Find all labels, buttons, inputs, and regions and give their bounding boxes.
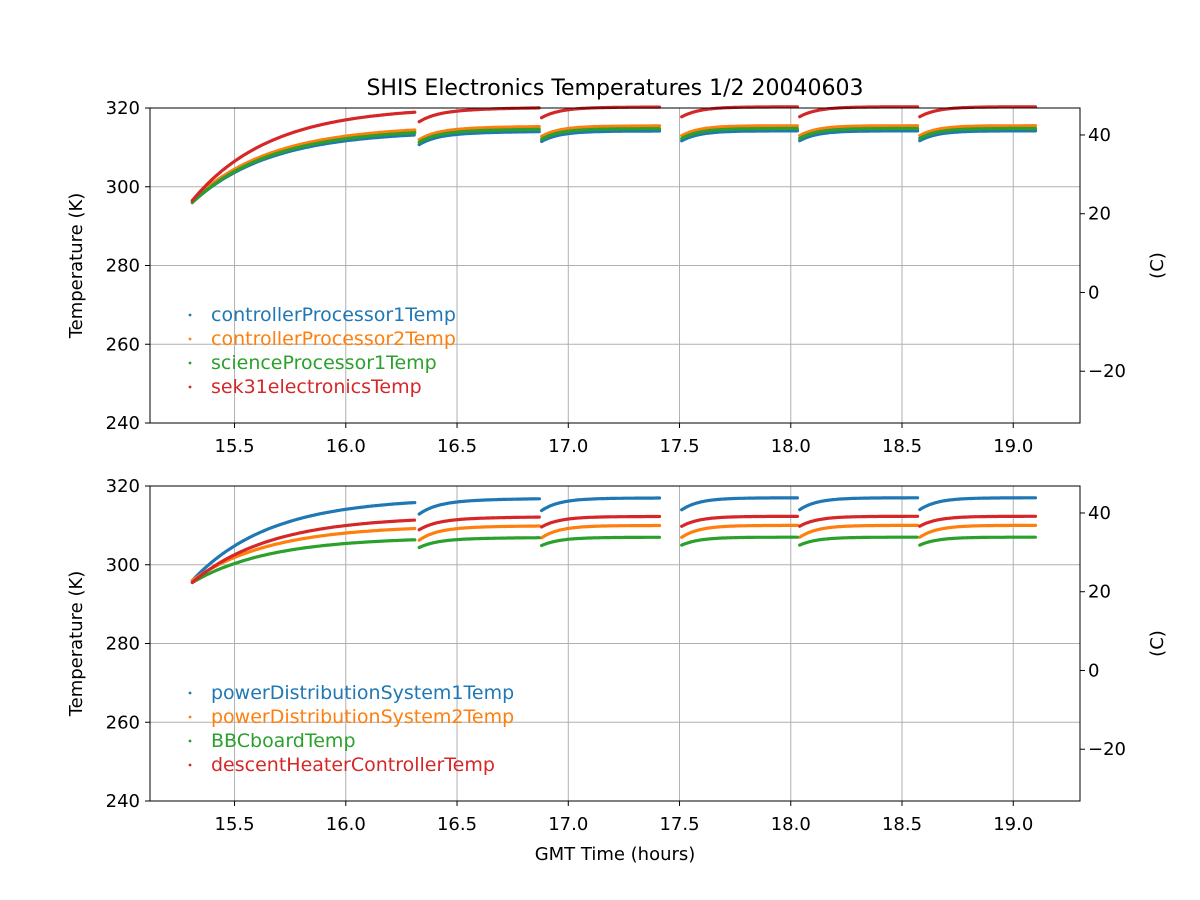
panel-top-legend-marker [188, 313, 192, 317]
panel-bottom-y-tick-label: 240 [106, 791, 140, 812]
panel-bottom-series-3 [190, 514, 1038, 585]
panel-top-right-tick-label: 40 [1088, 125, 1111, 146]
panel-top-series [190, 105, 1038, 205]
panel-top-right-tick-label: 0 [1088, 282, 1099, 303]
panel-top-series-0 [190, 129, 1038, 205]
panel-bottom-right-tick-label: −20 [1088, 739, 1126, 760]
panel-bottom-y-axis-label: Temperature (K) [66, 571, 87, 718]
panel-bottom-x-tick-label: 17.5 [659, 814, 699, 835]
panel-top-y-tick-label: 240 [106, 413, 140, 434]
panel-top-x-tick-label: 18.0 [771, 436, 811, 457]
panel-bottom-right-tick-label: 20 [1088, 582, 1111, 603]
panel-bottom-y-tick-label: 320 [106, 476, 140, 497]
panel-bottom-right-axis-label: (C) [1147, 630, 1168, 657]
panel-top-x-tick-label: 16.5 [437, 436, 477, 457]
panel-bottom-x-tick-label: 16.5 [437, 814, 477, 835]
panel-top-legend: controllerProcessor1TempcontrollerProces… [188, 304, 456, 398]
panel-bottom-legend-entry: powerDistributionSystem2Temp [211, 706, 514, 728]
panel-top-right-tick-label: −20 [1088, 361, 1126, 382]
panel-bottom-x-tick-label: 16.0 [326, 814, 366, 835]
panel-bottom-legend: powerDistributionSystem1TemppowerDistrib… [188, 682, 514, 776]
panel-top-legend-entry: sek31electronicsTemp [211, 376, 422, 398]
panel-bottom-x-tick-label: 17.0 [548, 814, 588, 835]
panel-bottom-y-tick-label: 300 [106, 555, 140, 576]
panel-top-right-axis-label: (C) [1147, 252, 1168, 279]
panel-top-y-tick-label: 300 [106, 177, 140, 198]
panel-bottom-legend-entry: BBCboardTemp [211, 730, 356, 752]
panel-top: 15.5 16.0 16.5 17.0 17.5 18.0 18.5 19.0 240 260 28… [66, 98, 1168, 457]
panel-bottom-legend-entry: descentHeaterControllerTemp [211, 754, 495, 776]
panel-top-x-tick-label: 17.5 [659, 436, 699, 457]
panel-bottom-legend-marker [188, 691, 192, 695]
panel-bottom-series [190, 496, 1038, 585]
panel-bottom: 15.5 16.0 16.5 17.0 17.5 18.0 18.5 19.0 240 260 28… [66, 476, 1168, 835]
panel-bottom-legend-entry: powerDistributionSystem1Temp [211, 682, 514, 704]
panel-bottom-legend-marker [188, 739, 192, 743]
panel-top-legend-entry: controllerProcessor2Temp [211, 328, 456, 350]
panel-bottom-legend-marker [188, 715, 192, 719]
panel-top-legend-marker [188, 385, 192, 389]
panel-top-legend-entry: controllerProcessor1Temp [211, 304, 456, 326]
panel-bottom-right-tick-label: 40 [1088, 503, 1111, 524]
panel-top-x-tick-label: 16.0 [326, 436, 366, 457]
chart-title: SHIS Electronics Temperatures 1/2 200406… [366, 76, 863, 101]
panel-bottom-x-tick-label: 18.0 [771, 814, 811, 835]
panel-top-right-tick-label: 20 [1088, 204, 1111, 225]
x-axis-label: GMT Time (hours) [535, 844, 696, 865]
panel-bottom-y-tick-label: 280 [106, 634, 140, 655]
panel-bottom-x-tick-label: 19.0 [993, 814, 1033, 835]
panel-top-x-tick-label: 18.5 [882, 436, 922, 457]
panel-top-series-1 [190, 124, 1038, 203]
panel-top-x-tick-label: 19.0 [993, 436, 1033, 457]
panel-top-series-2 [190, 126, 1038, 205]
panel-top-y-axis-label: Temperature (K) [66, 193, 87, 340]
panel-bottom-series-2 [190, 535, 1038, 585]
panel-top-legend-entry: scienceProcessor1Temp [211, 352, 437, 374]
panel-top-legend-marker [188, 361, 192, 365]
panel-top-legend-marker [188, 337, 192, 341]
panel-top-x-tick-label: 17.0 [548, 436, 588, 457]
panel-top-x-tick-label: 15.5 [215, 436, 255, 457]
panel-bottom-series-1 [190, 523, 1038, 583]
panel-bottom-x-tick-label: 18.5 [882, 814, 922, 835]
panel-top-y-tick-label: 260 [106, 334, 140, 355]
panel-bottom-right-tick-label: 0 [1088, 660, 1099, 681]
panel-top-y-tick-label: 320 [106, 98, 140, 119]
panel-bottom-y-tick-label: 260 [106, 712, 140, 733]
panel-bottom-ticks: 15.5 16.0 16.5 17.0 17.5 18.0 18.5 19.0 240 260 28… [106, 476, 1126, 835]
panel-bottom-x-tick-label: 15.5 [215, 814, 255, 835]
panel-top-y-tick-label: 280 [106, 256, 140, 277]
panel-bottom-legend-marker [188, 763, 192, 767]
panel-top-ticks: 15.5 16.0 16.5 17.0 17.5 18.0 18.5 19.0 240 260 28… [106, 98, 1126, 457]
panel-bottom-series-0 [190, 496, 1038, 583]
